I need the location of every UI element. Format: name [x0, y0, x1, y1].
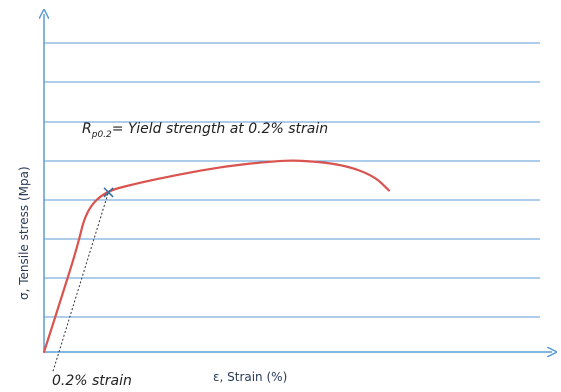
- yield-annotation: Rp0.2= Yield strength at 0.2% strain: [82, 121, 328, 140]
- y-axis-label: σ, Tensile stress (Mpa): [17, 166, 31, 300]
- x-axis-label: ε, Strain (%): [213, 370, 287, 384]
- offset-line: [52, 191, 109, 372]
- yield-point-marker: ×: [101, 182, 116, 203]
- stress-strain-curve: [42, 159, 391, 354]
- yield-text: = Yield strength at 0.2% strain: [112, 121, 328, 137]
- offset-strain-label: 0.2% strain: [52, 373, 132, 389]
- yield-symbol: R: [82, 121, 92, 137]
- grid-lines: [44, 42, 540, 318]
- yield-subscript: p0.2: [91, 130, 112, 140]
